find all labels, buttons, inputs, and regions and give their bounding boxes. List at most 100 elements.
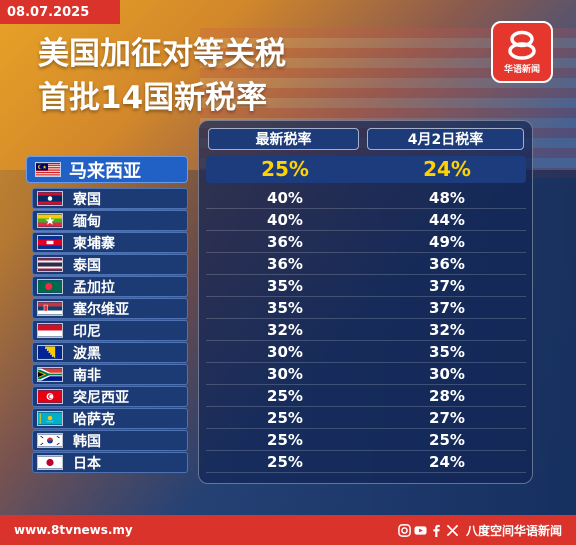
x-icon[interactable] (446, 524, 459, 537)
row-divider (206, 428, 526, 429)
instagram-icon[interactable] (398, 523, 411, 537)
new-rate-value: 36% (267, 233, 303, 251)
table-row: 缅甸 40% 44% (26, 210, 526, 231)
new-rate-value: 25% (267, 453, 303, 471)
new-rate-value: 30% (267, 365, 303, 383)
row-divider (206, 384, 526, 385)
table-row: 寮国 40% 48% (26, 188, 526, 209)
april-rate-value: 36% (429, 255, 465, 273)
country-label: 突尼西亚 (32, 386, 188, 407)
social-links: 八度空间华语新闻 (398, 522, 562, 539)
country-label: 南非 (32, 364, 188, 385)
table-row: 哈萨克 25% 27% (26, 408, 526, 429)
south-africa-flag-icon (37, 367, 63, 382)
country-label: 泰国 (32, 254, 188, 275)
april-rate-value: 37% (429, 277, 465, 295)
april-rate-value: 37% (429, 299, 465, 317)
table-row: 塞尔维亚 35% 37% (26, 298, 526, 319)
row-divider (206, 208, 526, 209)
country-name: 寮国 (73, 191, 101, 208)
april-rate-value: 44% (429, 211, 465, 229)
table-row: 孟加拉 35% 37% (26, 276, 526, 297)
row-divider (206, 252, 526, 253)
table-row: 南非 30% 30% (26, 364, 526, 385)
website-url[interactable]: www.8tvnews.my (14, 523, 133, 537)
serbia-flag-icon (37, 301, 63, 316)
country-label: 日本 (32, 452, 188, 473)
new-rate-value: 25% (261, 157, 309, 181)
row-divider (206, 274, 526, 275)
april-rate-value: 24% (429, 453, 465, 471)
country-label: 波黑 (32, 342, 188, 363)
country-name: 哈萨克 (73, 411, 115, 428)
title-line-1: 美国加征对等关税 (38, 36, 286, 72)
april-rate-value: 28% (429, 387, 465, 405)
country-label: 塞尔维亚 (32, 298, 188, 319)
new-rate-value: 35% (267, 299, 303, 317)
highlight-bar (206, 156, 526, 183)
table-row: 波黑 30% 35% (26, 342, 526, 363)
row-divider (206, 472, 526, 473)
country-label: 哈萨克 (32, 408, 188, 429)
row-divider (206, 450, 526, 451)
table-row: 印尼 32% 32% (26, 320, 526, 341)
country-label: 印尼 (32, 320, 188, 341)
country-name: 孟加拉 (73, 279, 115, 296)
myanmar-flag-icon (37, 213, 63, 228)
youtube-icon[interactable] (414, 524, 427, 537)
country-name: 马来西亚 (69, 160, 141, 182)
table-row: 突尼西亚 25% 28% (26, 386, 526, 407)
row-divider (206, 406, 526, 407)
south-korea-flag-icon (37, 433, 63, 448)
new-rate-value: 40% (267, 189, 303, 207)
table-row: 韩国 25% 25% (26, 430, 526, 451)
page-title: 美国加征对等关税 首批14国新税率 (38, 32, 498, 120)
country-name: 塞尔维亚 (73, 301, 129, 318)
row-divider (206, 340, 526, 341)
country-name: 缅甸 (73, 213, 101, 230)
country-label: 马来西亚 (26, 156, 188, 183)
country-name: 波黑 (73, 345, 101, 362)
row-divider (206, 230, 526, 231)
country-name: 柬埔寨 (73, 235, 115, 252)
facebook-icon[interactable] (430, 524, 443, 537)
new-rate-value: 35% (267, 277, 303, 295)
country-label: 缅甸 (32, 210, 188, 231)
logo-text: 华语新闻 (503, 64, 540, 75)
april-rate-value: 25% (429, 431, 465, 449)
kazakhstan-flag-icon (37, 411, 63, 426)
april-rate-value: 49% (429, 233, 465, 251)
laos-flag-icon (37, 191, 63, 206)
column-header-april-rate: 4月2日税率 (367, 128, 524, 150)
country-name: 印尼 (73, 323, 101, 340)
cambodia-flag-icon (37, 235, 63, 250)
column-header-new-rate: 最新税率 (208, 128, 359, 150)
row-divider (206, 296, 526, 297)
april-rate-value: 32% (429, 321, 465, 339)
indonesia-flag-icon (37, 323, 63, 338)
highlight-row-malaysia: 马来西亚 25% 24% (26, 156, 526, 183)
bosnia-flag-icon (37, 345, 63, 360)
row-divider (206, 362, 526, 363)
title-line-2: 首批14国新税率 (38, 80, 268, 116)
tunisia-flag-icon (37, 389, 63, 404)
country-name: 日本 (73, 455, 101, 472)
new-rate-value: 36% (267, 255, 303, 273)
new-rate-value: 32% (267, 321, 303, 339)
new-rate-value: 25% (267, 387, 303, 405)
country-name: 南非 (73, 367, 101, 384)
april-rate-value: 27% (429, 409, 465, 427)
april-rate-value: 24% (423, 157, 471, 181)
bangladesh-flag-icon (37, 279, 63, 294)
april-rate-value: 48% (429, 189, 465, 207)
country-label: 韩国 (32, 430, 188, 451)
table-row: 泰国 36% 36% (26, 254, 526, 275)
8tv-logo: 华语新闻 (491, 21, 553, 83)
social-handle: 八度空间华语新闻 (465, 523, 562, 538)
country-name: 韩国 (73, 433, 101, 450)
row-divider (206, 318, 526, 319)
table-row: 柬埔寨 36% 49% (26, 232, 526, 253)
footer-bar: www.8tvnews.my 八度空间华语新闻 (0, 515, 576, 545)
japan-flag-icon (37, 455, 63, 470)
new-rate-value: 25% (267, 431, 303, 449)
